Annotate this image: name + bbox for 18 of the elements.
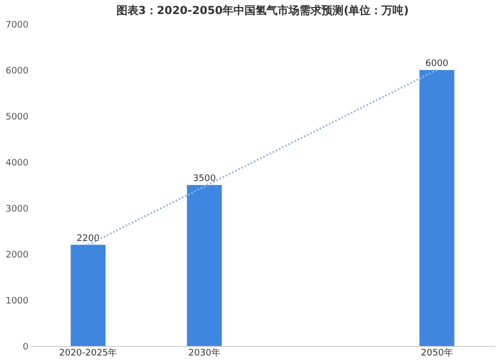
y-tick-label: 4000 <box>6 158 29 168</box>
y-tick-label: 0 <box>22 342 29 352</box>
y-tick-label: 5000 <box>6 112 29 122</box>
bar <box>70 244 106 346</box>
y-tick-label: 2000 <box>6 250 29 260</box>
data-label: 2200 <box>76 234 100 244</box>
bar <box>186 185 222 346</box>
x-tick-label: 2030年 <box>188 348 220 358</box>
y-tick-label: 1000 <box>6 296 29 306</box>
x-tick-label: 2020-2025年 <box>59 348 118 358</box>
chart-title: 图表3：2020-2050年中国氢气市场需求预测(单位：万吨) <box>116 4 409 17</box>
y-tick-label: 6000 <box>6 66 29 76</box>
y-tick-label: 7000 <box>6 20 29 30</box>
x-tick-label: 2050年 <box>420 348 453 358</box>
y-tick-label: 3000 <box>6 204 29 214</box>
data-label: 6000 <box>425 59 449 69</box>
bar <box>419 70 454 346</box>
data-label: 3500 <box>192 174 216 184</box>
